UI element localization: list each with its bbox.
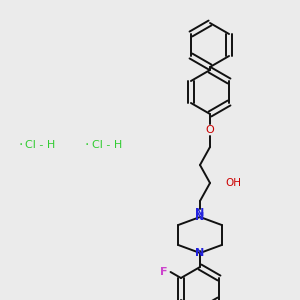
- Text: Cl - H: Cl - H: [25, 140, 55, 150]
- Text: ·: ·: [84, 138, 88, 152]
- Text: F: F: [160, 267, 168, 277]
- Text: ·: ·: [18, 138, 22, 152]
- Text: N: N: [195, 212, 205, 222]
- Text: O: O: [206, 125, 214, 135]
- Text: Cl - H: Cl - H: [92, 140, 122, 150]
- Text: N: N: [195, 208, 205, 218]
- Text: OH: OH: [225, 178, 241, 188]
- Text: N: N: [195, 248, 205, 258]
